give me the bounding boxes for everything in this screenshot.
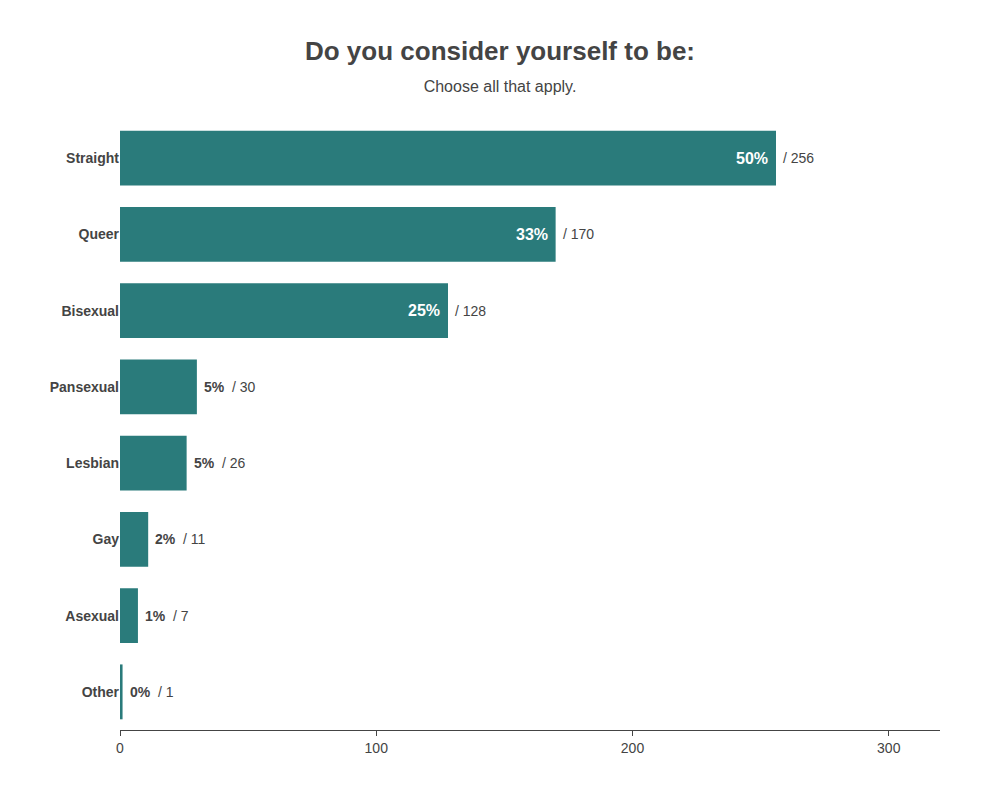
- svg-text:Lesbian: Lesbian: [66, 455, 119, 471]
- svg-text:Bisexual: Bisexual: [61, 303, 119, 319]
- svg-text:Do you consider yourself to be: Do you consider yourself to be:: [305, 36, 695, 66]
- svg-text:33%: 33%: [516, 226, 548, 243]
- svg-text:/ 128: / 128: [455, 303, 486, 319]
- svg-text:50%: 50%: [736, 150, 768, 167]
- svg-text:/ 170: / 170: [563, 226, 594, 242]
- svg-text:Choose all that apply.: Choose all that apply.: [424, 78, 577, 95]
- svg-text:Gay: Gay: [93, 531, 120, 547]
- svg-text:2% / 11: 2% / 11: [155, 531, 206, 547]
- svg-text:5% / 30: 5% / 30: [204, 379, 256, 395]
- svg-text:Other: Other: [82, 684, 120, 700]
- svg-text:25%: 25%: [408, 302, 440, 319]
- svg-text:100: 100: [365, 740, 389, 756]
- svg-text:300: 300: [877, 740, 901, 756]
- svg-text:0% / 1: 0% / 1: [130, 684, 174, 700]
- svg-text:200: 200: [621, 740, 645, 756]
- svg-text:Asexual: Asexual: [65, 608, 119, 624]
- svg-text:5% / 26: 5% / 26: [194, 455, 246, 471]
- svg-text:Straight: Straight: [66, 150, 119, 166]
- svg-text:/ 256: / 256: [783, 150, 814, 166]
- svg-text:Pansexual: Pansexual: [50, 379, 119, 395]
- svg-text:1% / 7: 1% / 7: [145, 608, 189, 624]
- svg-text:0: 0: [116, 740, 124, 756]
- svg-text:Queer: Queer: [79, 226, 120, 242]
